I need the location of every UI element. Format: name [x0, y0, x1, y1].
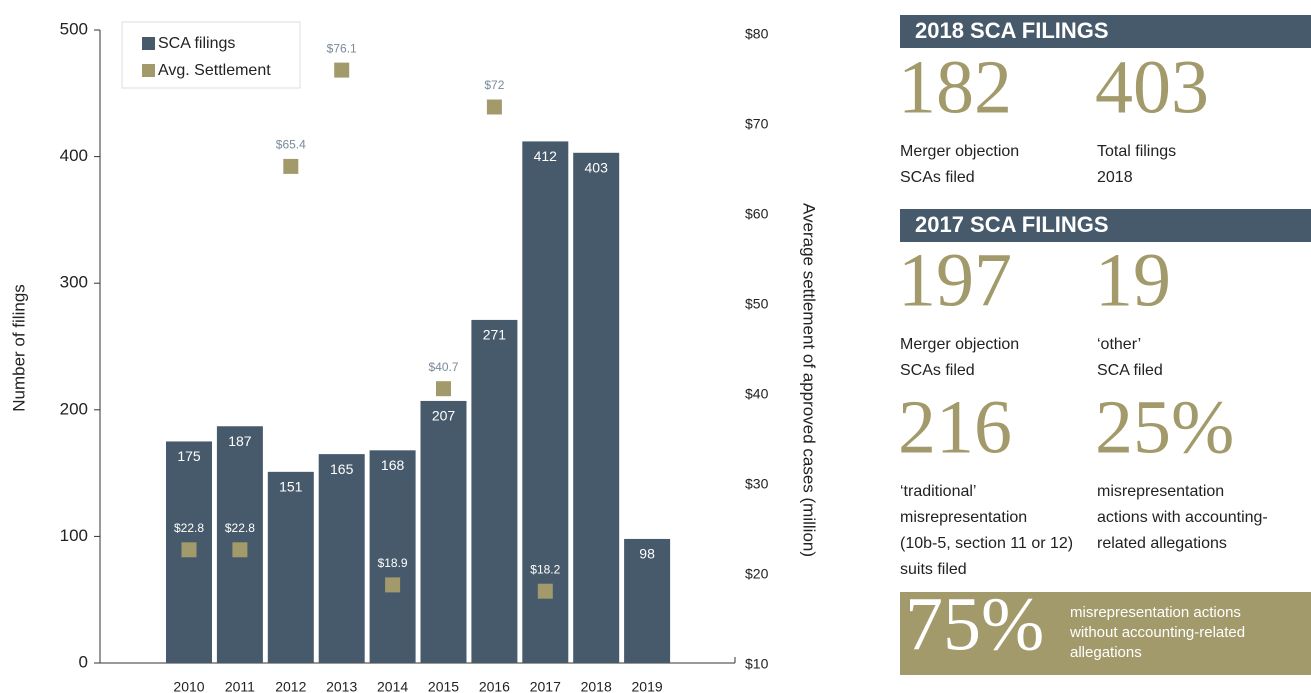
- stat-text: Total filings: [1097, 143, 1176, 160]
- settlement-marker: [232, 542, 248, 558]
- settlement-label: $22.8: [174, 521, 204, 535]
- settlement-marker: [283, 158, 299, 174]
- bar: [420, 400, 467, 663]
- stat-text: actions with accounting-: [1097, 509, 1268, 526]
- bar: [318, 454, 365, 663]
- y2-tick-label: $50: [745, 296, 769, 312]
- stat-text: SCAs filed: [900, 362, 975, 379]
- settlement-marker: [181, 542, 197, 558]
- bar-label: 271: [483, 327, 507, 343]
- legend-swatch: [142, 64, 155, 77]
- y2-tick-label: $80: [745, 26, 769, 42]
- y2-tick-label: $20: [745, 566, 769, 582]
- y-tick-label: 500: [60, 19, 88, 38]
- settlement-marker: [537, 583, 553, 599]
- x-tick-label: 2013: [326, 679, 357, 693]
- x-tick-label: 2011: [225, 679, 255, 693]
- section-heading: 2017 SCA FILINGS: [915, 212, 1109, 237]
- settlement-label: $18.9: [378, 556, 408, 570]
- callout-text: allegations: [1070, 644, 1142, 661]
- bar: [471, 319, 518, 663]
- section-heading: 2018 SCA FILINGS: [915, 18, 1109, 43]
- x-tick-label: 2019: [632, 679, 663, 693]
- stat-text: SCAs filed: [900, 169, 975, 186]
- legend-swatch: [142, 37, 155, 50]
- y2-tick-label: $10: [745, 656, 769, 672]
- legend-label: Avg. Settlement: [158, 62, 271, 79]
- stat-text: ‘traditional’: [900, 483, 976, 500]
- callout-number: 75%: [905, 582, 1044, 666]
- y-tick-label: 200: [60, 399, 88, 418]
- bar-label: 175: [177, 448, 201, 464]
- settlement-label: $72: [484, 78, 504, 92]
- stat-text: SCA filed: [1097, 362, 1163, 379]
- bar-label: 151: [279, 479, 303, 495]
- stat-number: 19: [1095, 238, 1171, 322]
- stat-number: 197: [898, 238, 1012, 322]
- y2-tick-label: $70: [745, 116, 769, 132]
- stat-text: suits filed: [900, 561, 967, 578]
- bar: [624, 538, 671, 663]
- bar-label: 207: [432, 408, 456, 424]
- x-tick-label: 2017: [530, 679, 561, 693]
- settlement-label: $40.7: [428, 360, 458, 374]
- y2-axis-label: Average settlement of approved cases (mi…: [800, 203, 819, 557]
- bar-label: 168: [381, 457, 405, 473]
- settlement-marker: [334, 62, 350, 78]
- stat-text: misrepresentation: [1097, 483, 1224, 500]
- settlement-label: $22.8: [225, 521, 255, 535]
- y-tick-label: 0: [79, 652, 88, 671]
- stat-number: 182: [898, 45, 1012, 129]
- y2-tick-label: $40: [745, 386, 769, 402]
- x-tick-label: 2014: [377, 679, 408, 693]
- stat-text: Merger objection: [900, 143, 1019, 160]
- settlement-label: $65.4: [276, 138, 306, 152]
- bar-label: 165: [330, 461, 354, 477]
- bar: [267, 471, 314, 663]
- stat-text: related allegations: [1097, 535, 1227, 552]
- bar-label: 98: [639, 546, 655, 562]
- settlement-label: $76.1: [327, 41, 357, 55]
- x-tick-label: 2016: [479, 679, 510, 693]
- stat-number: 25%: [1095, 385, 1234, 469]
- bar-label: 403: [585, 160, 609, 176]
- legend-label: SCA filings: [158, 35, 235, 52]
- bar: [522, 141, 569, 663]
- settlement-marker: [436, 381, 451, 397]
- y-tick-label: 100: [60, 526, 88, 545]
- callout-box: [900, 592, 1311, 675]
- y-tick-label: 300: [60, 273, 88, 292]
- bar: [573, 152, 620, 663]
- section-header: [900, 209, 1311, 242]
- x-tick-label: 2018: [581, 679, 612, 693]
- callout-text: without accounting-related: [1069, 624, 1245, 641]
- y2-tick-label: $30: [745, 476, 769, 492]
- settlement-label: $18.2: [530, 562, 560, 576]
- callout-text: misrepresentation actions: [1070, 604, 1241, 621]
- y2-tick-label: $60: [745, 206, 769, 222]
- y-tick-label: 400: [60, 146, 88, 165]
- section-header: [900, 15, 1311, 48]
- x-tick-label: 2010: [173, 679, 204, 693]
- x-tick-label: 2015: [428, 679, 459, 693]
- bar-label: 187: [228, 433, 252, 449]
- stat-text: 2018: [1097, 169, 1133, 186]
- stat-text: (10b-5, section 11 or 12): [900, 535, 1073, 552]
- stat-text: ‘other’: [1097, 336, 1141, 353]
- stat-text: Merger objection: [900, 336, 1019, 353]
- settlement-marker: [385, 577, 401, 593]
- stat-number: 403: [1095, 45, 1209, 129]
- stat-number: 216: [898, 385, 1012, 469]
- bar: [369, 450, 416, 663]
- stat-text: misrepresentation: [900, 509, 1027, 526]
- settlement-marker: [486, 99, 502, 115]
- x-tick-label: 2012: [275, 679, 306, 693]
- y-axis-label: Number of filings: [9, 284, 28, 412]
- bar-label: 412: [534, 148, 558, 164]
